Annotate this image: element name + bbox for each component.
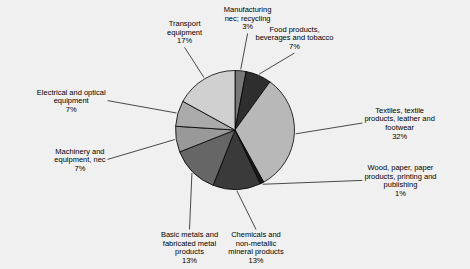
slice-label: Food products,beverages and tobacco <box>256 25 334 43</box>
leader-line <box>296 123 363 134</box>
slice-label: Basic metals andfabricated metalproducts <box>161 230 218 256</box>
chart: Manufacturingnec; recycling3%Food produc… <box>0 0 470 269</box>
slice-label: Chemicals andnon-metallicmineral product… <box>228 230 284 256</box>
slice-label: Wood, paper, paperproducts, printing and… <box>364 163 436 189</box>
slice-label: Machinery andequipment, nec <box>54 147 106 165</box>
pie-slice <box>176 126 235 152</box>
pie-slice <box>183 71 235 131</box>
labels: Manufacturingnec; recycling3%Food produc… <box>37 5 437 265</box>
data-label: 17% <box>177 36 192 45</box>
pie <box>176 71 295 190</box>
leader-line <box>259 53 294 74</box>
data-label: 13% <box>182 256 197 265</box>
data-label: 1% <box>395 189 406 198</box>
leader-line <box>108 140 175 160</box>
data-label: 3% <box>242 22 253 31</box>
slice-label: Electrical and opticalequipment <box>37 88 106 106</box>
leader-line <box>241 33 248 69</box>
data-label: 7% <box>289 42 300 51</box>
background <box>0 0 470 269</box>
slice-label: Textiles, textileproducts, leather andfo… <box>364 106 434 132</box>
leader-line <box>263 180 363 184</box>
data-label: 32% <box>392 132 407 141</box>
slice-label: Transportequipment <box>167 19 203 37</box>
leader-line <box>108 101 177 113</box>
leader-line <box>237 191 256 230</box>
data-label: 7% <box>66 105 77 114</box>
leader-line <box>190 173 192 229</box>
data-label: 7% <box>75 164 86 173</box>
slice-label: Manufacturingnec; recycling <box>224 5 272 23</box>
data-label: 13% <box>248 256 263 265</box>
leader-line <box>185 47 204 77</box>
